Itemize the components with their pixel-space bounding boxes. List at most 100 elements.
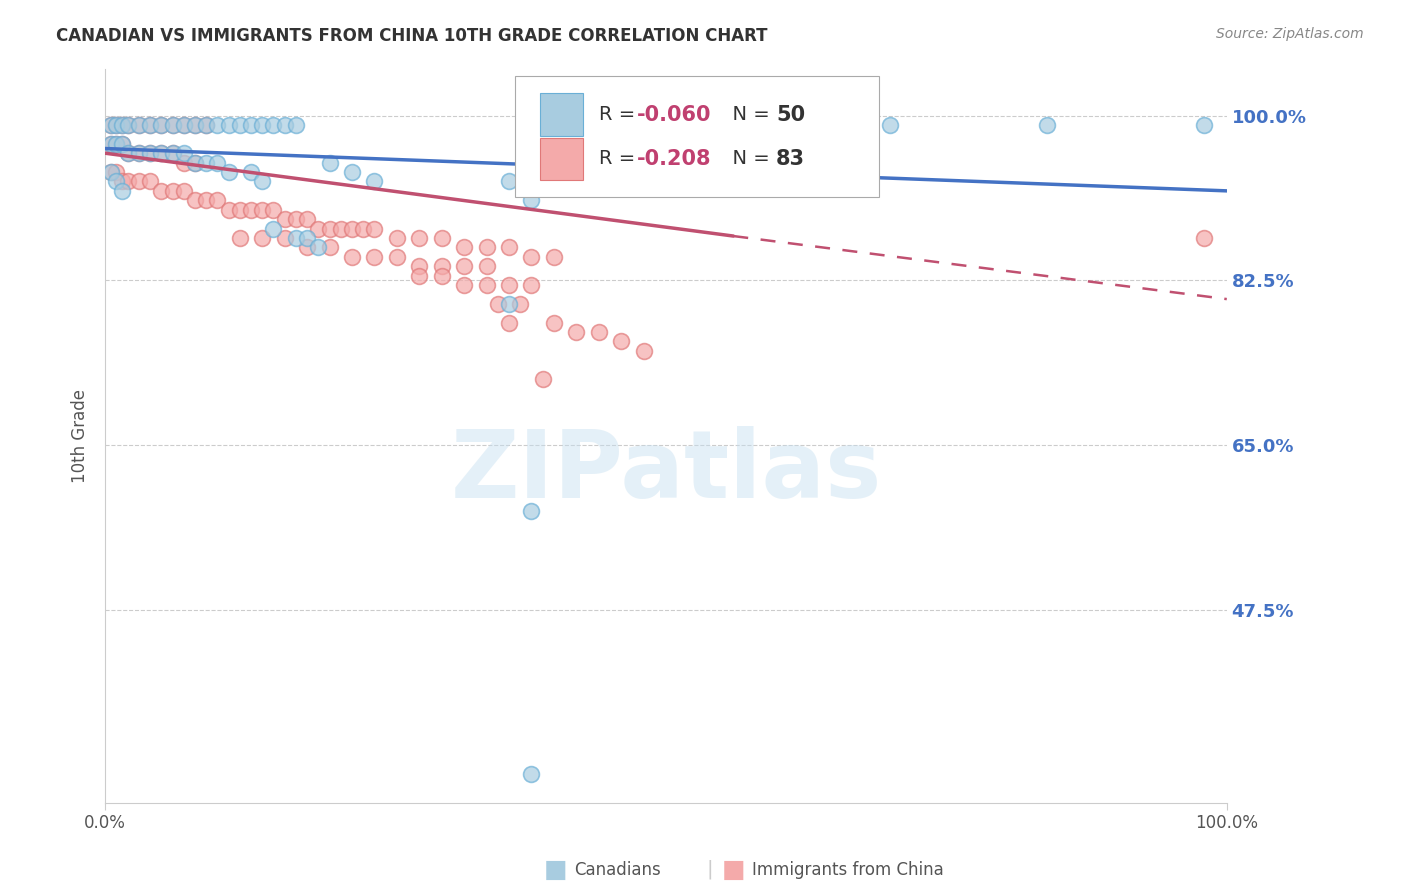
Point bbox=[207, 118, 229, 132]
Point bbox=[150, 118, 173, 132]
Point bbox=[633, 343, 655, 358]
Point bbox=[240, 202, 263, 217]
Point bbox=[543, 250, 565, 264]
Point bbox=[111, 118, 134, 132]
Point bbox=[588, 325, 610, 339]
Point bbox=[105, 174, 128, 188]
Text: ZIPatlas: ZIPatlas bbox=[450, 426, 882, 518]
Point bbox=[111, 136, 134, 151]
Point bbox=[262, 202, 284, 217]
Point bbox=[520, 194, 543, 208]
Point bbox=[430, 231, 453, 245]
Point bbox=[498, 277, 520, 292]
Point bbox=[1194, 231, 1216, 245]
Y-axis label: 10th Grade: 10th Grade bbox=[72, 389, 89, 483]
Text: 50: 50 bbox=[776, 104, 806, 125]
Point bbox=[318, 240, 340, 254]
Point bbox=[184, 118, 207, 132]
Bar bbox=[540, 94, 583, 136]
Point bbox=[498, 240, 520, 254]
Point bbox=[262, 221, 284, 235]
Text: -0.060: -0.060 bbox=[637, 104, 711, 125]
Point bbox=[150, 146, 173, 161]
Point bbox=[105, 118, 128, 132]
Point bbox=[184, 118, 207, 132]
Point bbox=[240, 165, 263, 179]
Point bbox=[531, 372, 554, 386]
Point bbox=[100, 165, 122, 179]
Point bbox=[252, 118, 274, 132]
Point bbox=[229, 118, 252, 132]
Point bbox=[509, 297, 531, 311]
Point bbox=[100, 165, 122, 179]
Point bbox=[318, 221, 340, 235]
Point bbox=[284, 118, 307, 132]
Point bbox=[139, 146, 162, 161]
Point bbox=[184, 194, 207, 208]
Text: ■: ■ bbox=[544, 858, 567, 881]
Point bbox=[100, 118, 122, 132]
Point bbox=[565, 325, 588, 339]
Point bbox=[173, 155, 195, 169]
Point bbox=[240, 118, 263, 132]
Point bbox=[385, 231, 408, 245]
Point bbox=[195, 194, 218, 208]
Point bbox=[475, 240, 498, 254]
Point bbox=[295, 212, 318, 227]
Point bbox=[117, 118, 139, 132]
Point bbox=[453, 277, 475, 292]
Text: R =: R = bbox=[599, 149, 641, 169]
Text: N =: N = bbox=[720, 105, 776, 124]
Point bbox=[408, 268, 430, 283]
Point bbox=[284, 231, 307, 245]
Point bbox=[543, 316, 565, 330]
Point bbox=[273, 231, 295, 245]
Point bbox=[117, 174, 139, 188]
Point bbox=[329, 221, 352, 235]
Point bbox=[128, 146, 150, 161]
Point bbox=[430, 268, 453, 283]
Point bbox=[252, 174, 274, 188]
Point bbox=[498, 297, 520, 311]
Point bbox=[262, 118, 284, 132]
Point bbox=[173, 184, 195, 198]
Point bbox=[486, 297, 509, 311]
Point bbox=[139, 174, 162, 188]
Point bbox=[207, 194, 229, 208]
Point bbox=[229, 202, 252, 217]
Point bbox=[207, 155, 229, 169]
Point bbox=[273, 212, 295, 227]
Point bbox=[162, 146, 184, 161]
Point bbox=[879, 118, 901, 132]
Point bbox=[340, 165, 363, 179]
Text: 83: 83 bbox=[776, 149, 804, 169]
Point bbox=[117, 118, 139, 132]
Point bbox=[453, 259, 475, 273]
Point bbox=[105, 136, 128, 151]
Point bbox=[218, 118, 240, 132]
Point bbox=[128, 146, 150, 161]
Point bbox=[105, 165, 128, 179]
Point bbox=[520, 250, 543, 264]
Point bbox=[218, 202, 240, 217]
Point bbox=[128, 118, 150, 132]
Bar bbox=[540, 137, 583, 180]
Text: Immigrants from China: Immigrants from China bbox=[752, 861, 943, 879]
Text: CANADIAN VS IMMIGRANTS FROM CHINA 10TH GRADE CORRELATION CHART: CANADIAN VS IMMIGRANTS FROM CHINA 10TH G… bbox=[56, 27, 768, 45]
Point bbox=[352, 221, 374, 235]
Point bbox=[150, 184, 173, 198]
Point bbox=[520, 767, 543, 781]
Point bbox=[295, 240, 318, 254]
Point bbox=[111, 184, 134, 198]
Point bbox=[340, 221, 363, 235]
Text: N =: N = bbox=[720, 149, 776, 169]
Point bbox=[520, 504, 543, 518]
Point bbox=[363, 221, 385, 235]
Point bbox=[273, 118, 295, 132]
Point bbox=[307, 240, 329, 254]
Point bbox=[100, 118, 122, 132]
Point bbox=[1194, 118, 1216, 132]
Point bbox=[105, 136, 128, 151]
Text: |: | bbox=[707, 860, 713, 880]
Point bbox=[252, 202, 274, 217]
